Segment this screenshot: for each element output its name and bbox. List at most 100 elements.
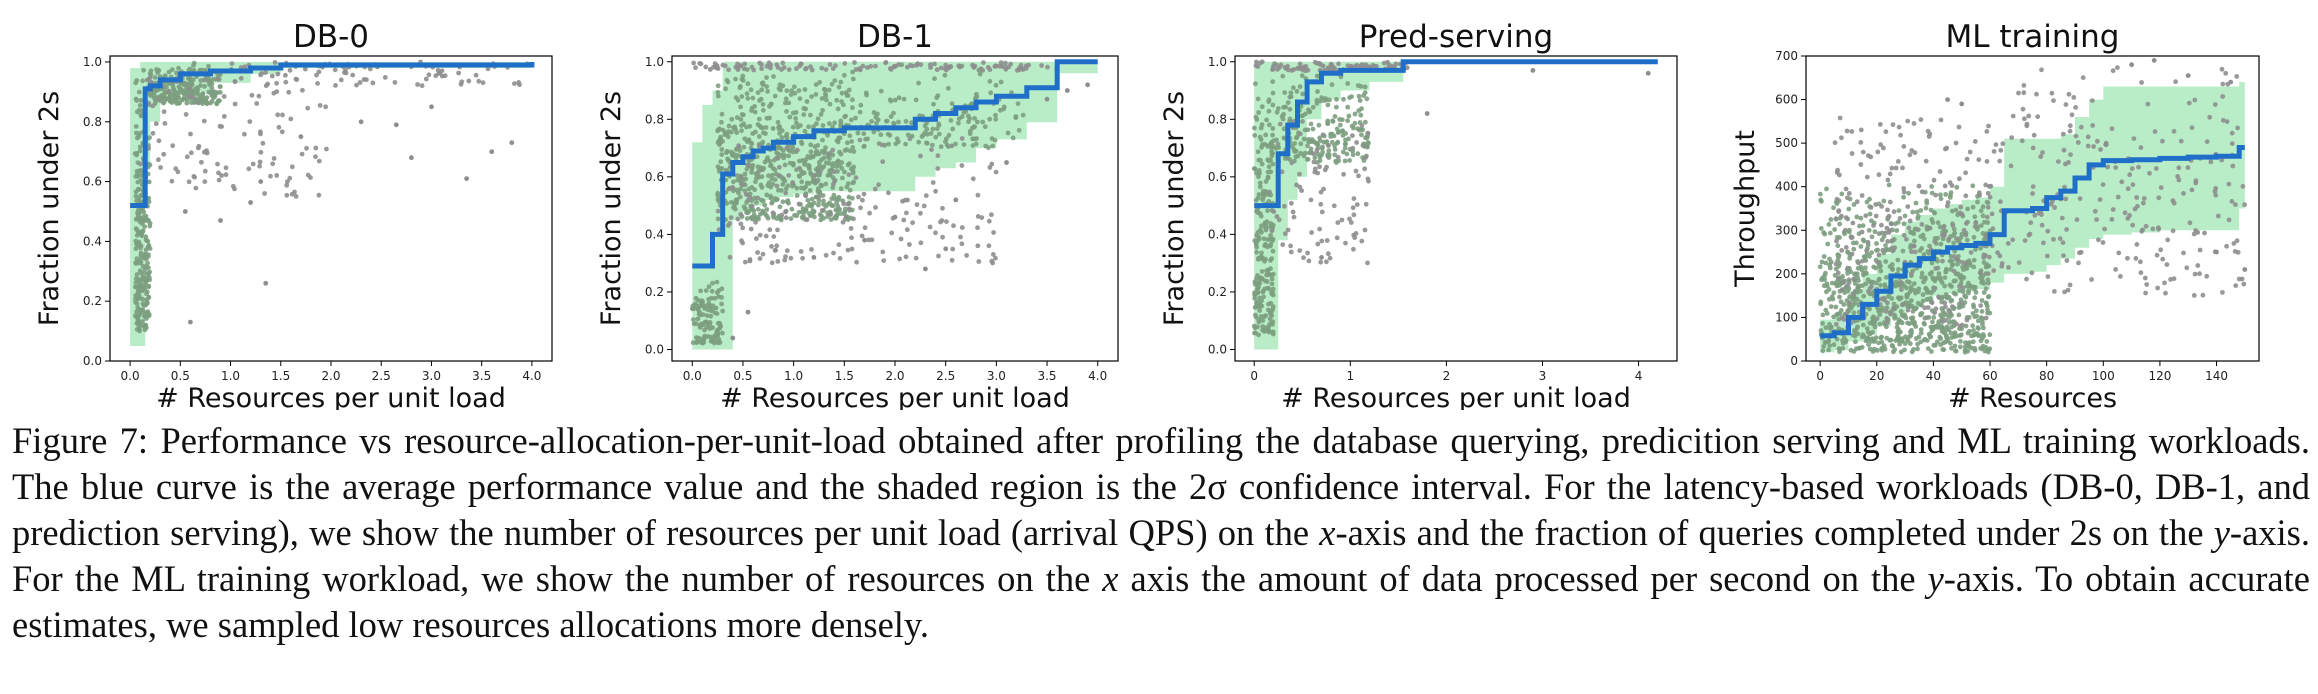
scatter-point bbox=[1942, 300, 1948, 306]
scatter-point bbox=[209, 85, 215, 91]
scatter-point bbox=[752, 109, 758, 115]
scatter-point bbox=[1898, 279, 1903, 285]
scatter-point bbox=[712, 340, 717, 346]
scatter-point bbox=[2026, 113, 2032, 119]
y-tick-label: 0 bbox=[1790, 354, 1798, 368]
scatter-point bbox=[1328, 66, 1334, 72]
scatter-point bbox=[1928, 207, 1934, 213]
scatter-point bbox=[918, 153, 923, 159]
scatter-point bbox=[1920, 292, 1926, 298]
scatter-point bbox=[1260, 195, 1266, 200]
scatter-point bbox=[766, 173, 771, 179]
scatter-point bbox=[1972, 314, 1978, 320]
scatter-point bbox=[2214, 249, 2219, 255]
scatter-point bbox=[940, 234, 945, 240]
scatter-point bbox=[1255, 195, 1261, 201]
scatter-point bbox=[137, 148, 143, 154]
scatter-point bbox=[1270, 304, 1276, 309]
scatter-point bbox=[827, 156, 832, 162]
scatter-point bbox=[1944, 295, 1950, 301]
scatter-point bbox=[162, 121, 168, 126]
scatter-point bbox=[1352, 111, 1358, 117]
scatter-point bbox=[1911, 347, 1916, 352]
scatter-point bbox=[843, 113, 848, 119]
scatter-point bbox=[147, 135, 152, 141]
scatter-point bbox=[905, 132, 911, 138]
scatter-point bbox=[1267, 236, 1273, 242]
scatter-point bbox=[1356, 93, 1362, 99]
scatter-point bbox=[2140, 200, 2146, 206]
scatter-point bbox=[268, 173, 273, 179]
scatter-point bbox=[2147, 170, 2152, 176]
caption-text-5: -axis. To obtain accurate estimates, we … bbox=[12, 558, 2310, 645]
scatter-point bbox=[2192, 97, 2198, 103]
scatter-point bbox=[1892, 245, 1898, 251]
scatter-point bbox=[1932, 285, 1938, 291]
scatter-point bbox=[1266, 108, 1272, 114]
scatter-point bbox=[1849, 129, 1855, 134]
scatter-point bbox=[708, 308, 714, 314]
scatter-point bbox=[1821, 344, 1827, 349]
scatter-point bbox=[1876, 231, 1882, 237]
scatter-point bbox=[1336, 61, 1341, 67]
scatter-point bbox=[361, 77, 367, 82]
scatter-point bbox=[2030, 145, 2036, 151]
scatter-point bbox=[2052, 205, 2058, 210]
scatter-point bbox=[1963, 193, 1969, 199]
scatter-point bbox=[246, 166, 252, 172]
scatter-point bbox=[2200, 292, 2206, 298]
scatter-point bbox=[943, 246, 949, 252]
scatter-point bbox=[1942, 330, 1947, 336]
scatter-point bbox=[1291, 214, 1297, 220]
scatter-point bbox=[1884, 335, 1890, 341]
scatter-point bbox=[1883, 243, 1888, 248]
scatter-point bbox=[1938, 241, 1944, 247]
scatter-point bbox=[834, 97, 840, 103]
scatter-point bbox=[1358, 84, 1364, 89]
scatter-point bbox=[2181, 191, 2186, 196]
scatter-point bbox=[1833, 266, 1839, 272]
scatter-point bbox=[748, 87, 754, 93]
scatter-point bbox=[758, 165, 763, 171]
scatter-point bbox=[745, 81, 751, 87]
scatter-point bbox=[809, 202, 814, 208]
scatter-point bbox=[2060, 240, 2066, 246]
scatter-point bbox=[1987, 194, 1993, 200]
scatter-point bbox=[850, 76, 856, 82]
scatter-point bbox=[1327, 97, 1332, 103]
scatter-point bbox=[1971, 264, 1977, 270]
scatter-point bbox=[1817, 264, 1823, 270]
scatter-point bbox=[173, 89, 178, 95]
scatter-point bbox=[1880, 247, 1886, 253]
scatter-point bbox=[1960, 285, 1966, 290]
scatter-point bbox=[829, 81, 835, 87]
scatter-point bbox=[1943, 317, 1948, 323]
scatter-point bbox=[262, 191, 267, 196]
scatter-point bbox=[1340, 133, 1346, 138]
scatter-point bbox=[857, 67, 863, 73]
scatter-point bbox=[2067, 123, 2073, 129]
scatter-point bbox=[794, 66, 799, 72]
scatter-point bbox=[2016, 260, 2022, 265]
y-tick-label: 0.0 bbox=[1208, 342, 1227, 356]
scatter-point bbox=[1324, 238, 1330, 243]
scatter-point bbox=[828, 212, 833, 217]
scatter-point bbox=[1308, 121, 1314, 127]
scatter-point bbox=[1861, 238, 1867, 244]
scatter-point bbox=[896, 62, 902, 67]
scatter-point bbox=[1310, 126, 1316, 132]
scatter-point bbox=[1312, 155, 1318, 161]
mean-curve bbox=[1820, 145, 2245, 339]
scatter-point bbox=[1351, 196, 1357, 202]
scatter-point bbox=[1270, 248, 1276, 254]
scatter-point bbox=[1342, 145, 1348, 151]
scatter-point bbox=[738, 186, 744, 192]
scatter-point bbox=[2096, 237, 2101, 243]
scatter-point bbox=[775, 227, 780, 233]
scatter-point bbox=[1317, 226, 1322, 232]
scatter-point bbox=[1265, 174, 1271, 180]
scatter-point bbox=[1289, 200, 1294, 206]
plot-frame bbox=[1805, 55, 2260, 362]
scatter-point bbox=[788, 216, 794, 222]
scatter-point bbox=[784, 248, 790, 254]
